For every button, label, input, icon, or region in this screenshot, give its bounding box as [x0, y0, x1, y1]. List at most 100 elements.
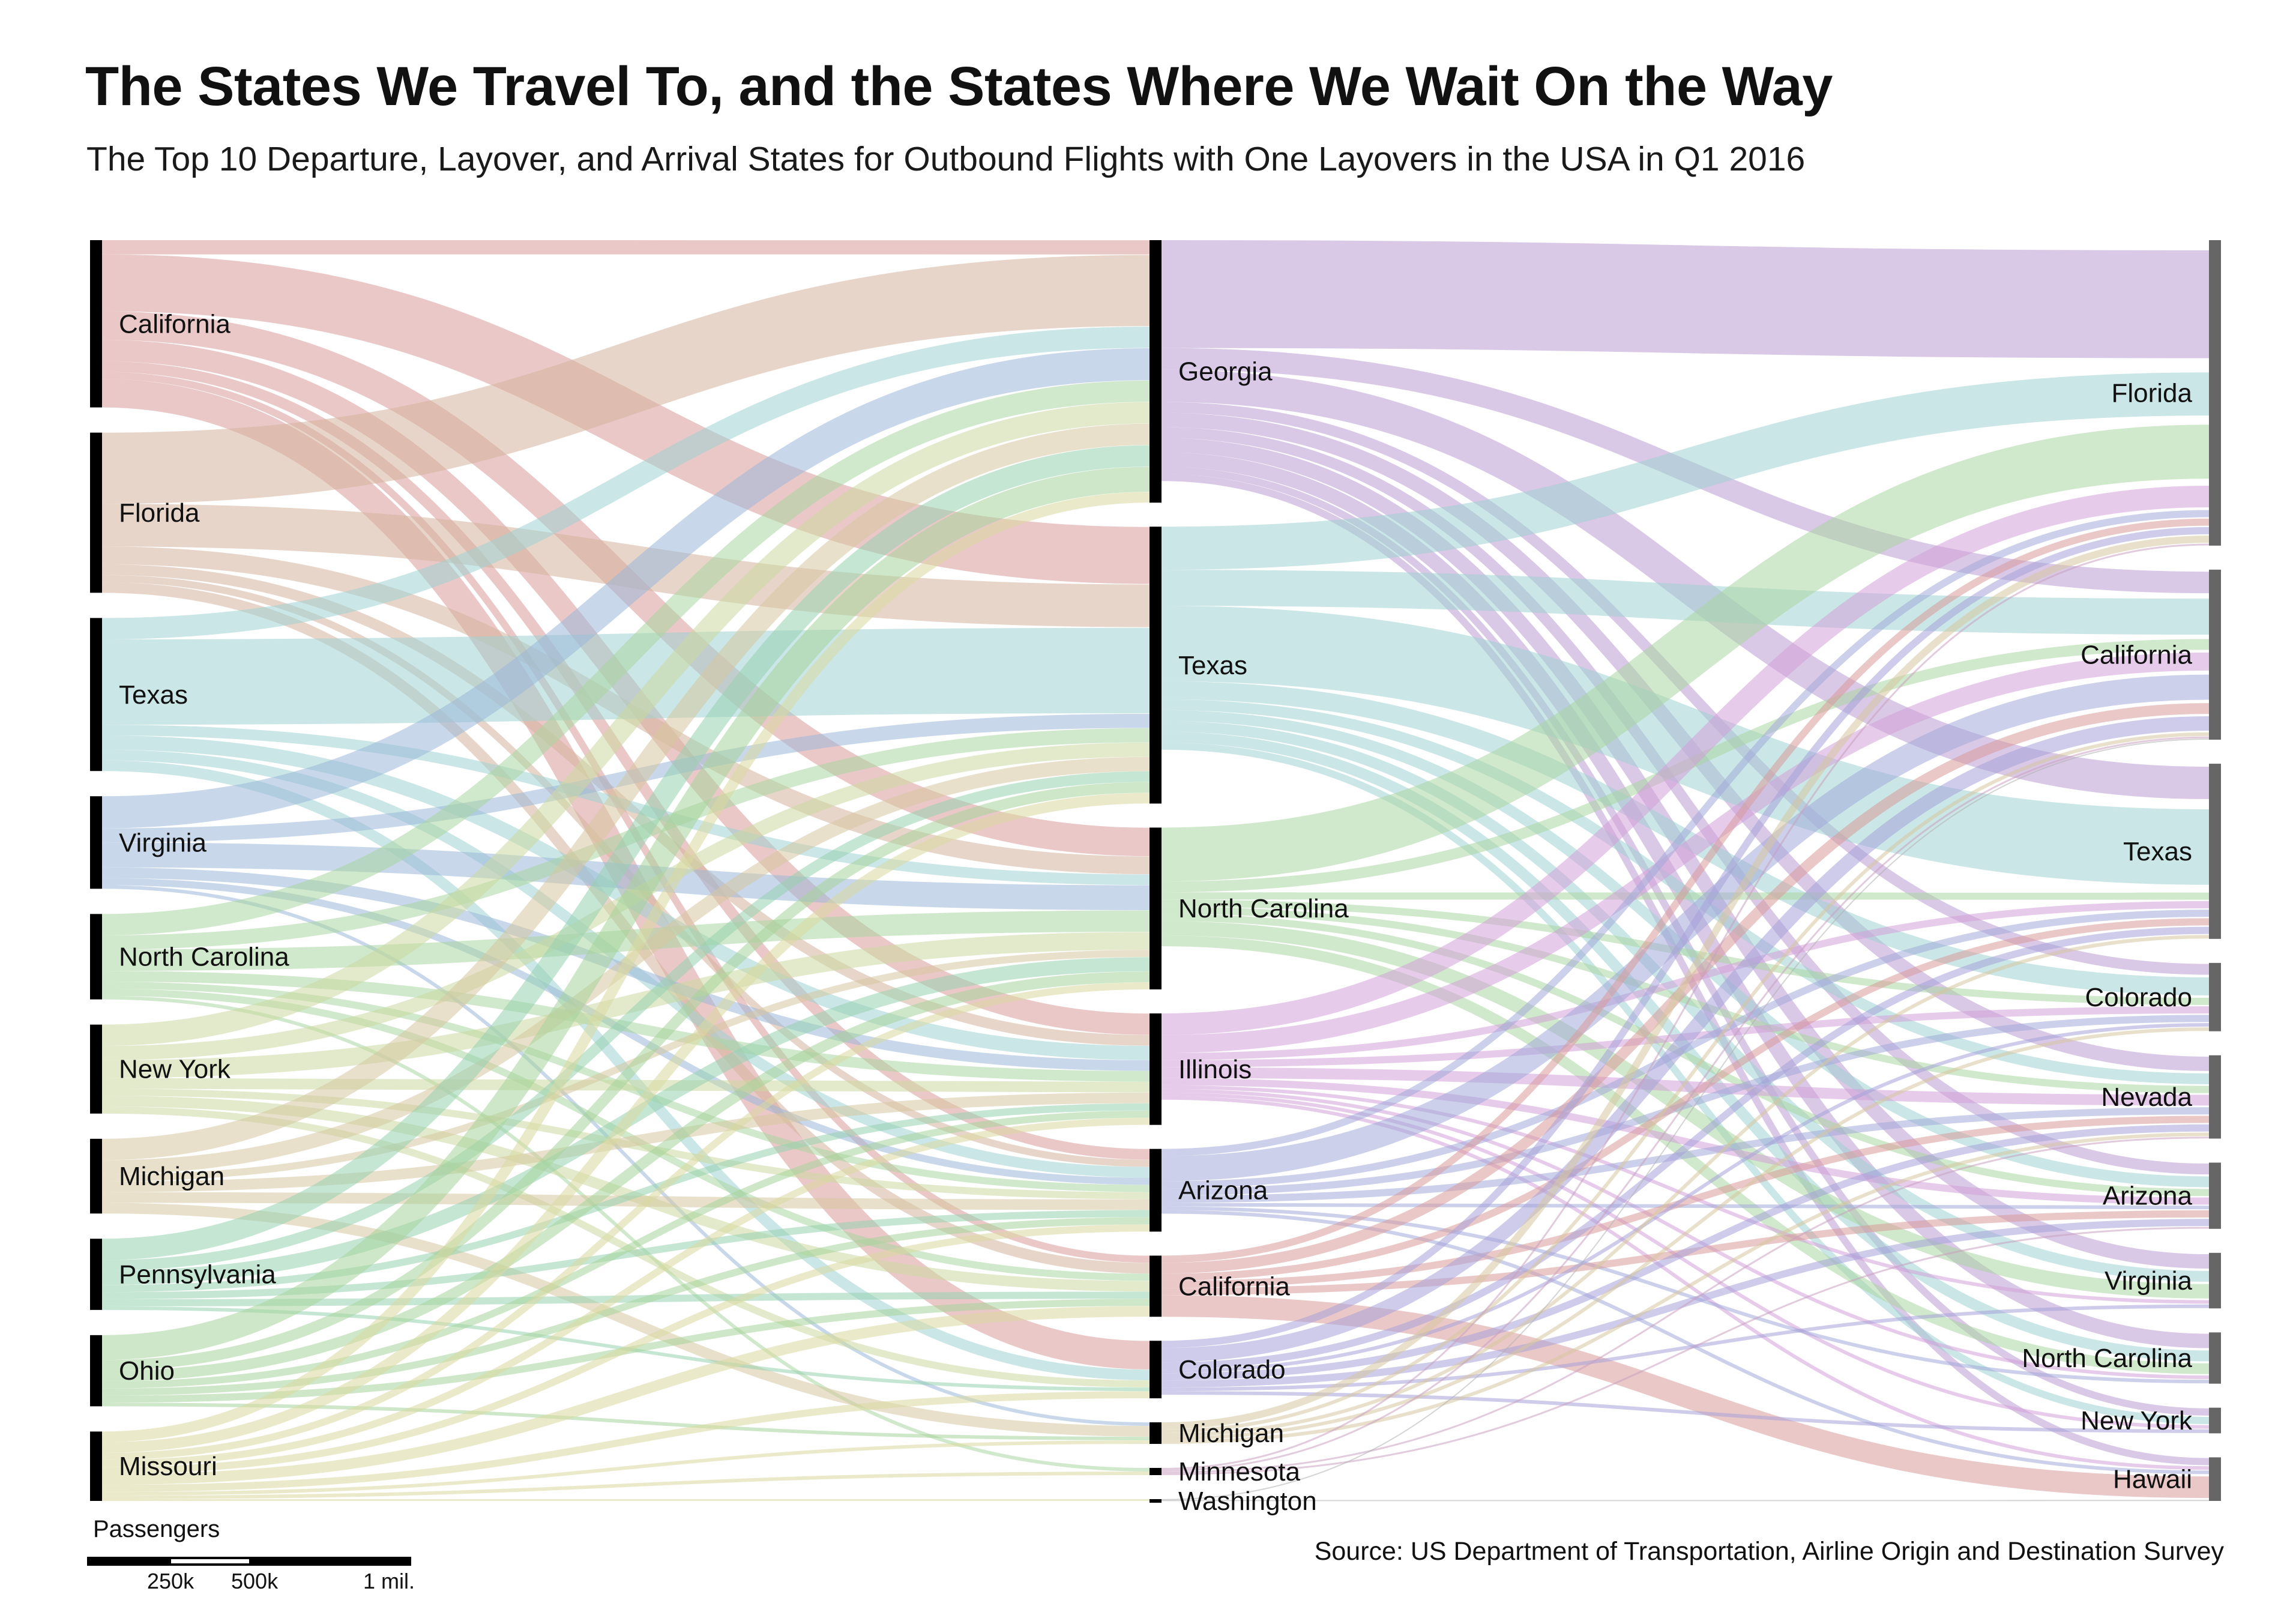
- flow-out-link-california-to-nevada: [1161, 1115, 2210, 1288]
- flow-out-link-michigan-to-california: [1161, 732, 2210, 1434]
- flow-out-link-michigan-to-texas: [1161, 935, 2210, 1437]
- flow-link-missouri-to-texas: [101, 792, 1150, 1453]
- arrival-node-florida: [2209, 240, 2221, 546]
- flow-link-pennsylvania-to-illinois: [101, 1103, 1150, 1293]
- departure-label-pennsylvania: Pennsylvania: [119, 1260, 276, 1290]
- layover-node-north-carolina: [1150, 827, 1162, 989]
- flow-out-link-north-carolina-to-arizona: [1161, 914, 2210, 1197]
- layover-label-michigan: Michigan: [1178, 1419, 1284, 1448]
- departure-label-michigan: Michigan: [119, 1162, 224, 1191]
- flow-out-link-north-carolina-to-virginia: [1161, 921, 2210, 1299]
- layover-label-colorado: Colorado: [1178, 1355, 1286, 1384]
- flow-link-missouri-to-minnesota: [101, 1472, 1150, 1500]
- flow-out-link-texas-to-california: [1161, 570, 2210, 635]
- flow-out-link-illinois-to-virginia: [1161, 1085, 2210, 1304]
- flow-link-ohio-to-north-carolina: [101, 971, 1150, 1381]
- flow-link-north-carolina-to-california: [101, 988, 1150, 1281]
- layover-label-california: California: [1178, 1272, 1290, 1301]
- state-nodes: [90, 240, 2221, 1503]
- flow-out-link-georgia-to-arizona: [1161, 427, 2210, 1175]
- arrival-label-new-york: New York: [2081, 1406, 2193, 1435]
- layover-node-washington: [1150, 1499, 1162, 1503]
- chart-subtitle: The Top 10 Departure, Layover, and Arriv…: [86, 140, 1806, 178]
- layover-node-california: [1150, 1255, 1162, 1317]
- flow-link-north-carolina-to-north-carolina: [101, 910, 1150, 971]
- flow-link-michigan-to-michigan: [101, 1203, 1150, 1437]
- passenger-scale-legend: Passengers 250k 500k 1 mil.: [87, 1516, 447, 1600]
- flow-link-michigan-to-illinois: [101, 1092, 1150, 1192]
- layover-node-michigan: [1150, 1422, 1162, 1444]
- flow-out-link-colorado-to-virginia: [1161, 1304, 2210, 1392]
- departure-label-virginia: Virginia: [119, 828, 206, 857]
- departure-label-north-carolina: North Carolina: [119, 942, 289, 971]
- flow-out-link-georgia-to-florida: [1161, 240, 2210, 358]
- flow-link-virginia-to-georgia: [101, 348, 1150, 829]
- flow-link-missouri-to-arizona: [101, 1224, 1150, 1475]
- layover-to-arrival-links: [1161, 240, 2210, 1502]
- flow-out-link-minnesota-to-florida: [1161, 543, 2210, 1470]
- arrival-label-nevada: Nevada: [2101, 1082, 2192, 1112]
- flow-link-texas-to-georgia: [101, 326, 1150, 639]
- departure-node-florida: [90, 432, 102, 593]
- arrival-label-hawaii: Hawaii: [2113, 1465, 2192, 1494]
- legend-scale-bar: [87, 1557, 411, 1566]
- flow-out-link-michigan-to-colorado: [1161, 1027, 2210, 1441]
- flow-out-link-colorado-to-florida: [1161, 527, 2210, 1348]
- flow-out-link-arizona-to-nevada: [1161, 1107, 2210, 1203]
- legend-tick-1mil: 1 mil.: [363, 1569, 415, 1593]
- flow-out-link-minnesota-to-arizona: [1161, 1227, 2210, 1476]
- arrival-node-arizona: [2209, 1162, 2221, 1229]
- flow-out-link-colorado-to-new-york: [1161, 1391, 2210, 1433]
- flow-link-texas-to-texas: [101, 627, 1150, 725]
- flow-link-ohio-to-illinois: [101, 1110, 1150, 1389]
- arrival-label-florida: Florida: [2112, 378, 2193, 408]
- state-labels: California Florida Texas Virginia North Caro…: [119, 309, 2193, 1516]
- arrival-label-virginia: Virginia: [2105, 1266, 2192, 1296]
- flow-out-link-arizona-to-florida: [1161, 510, 2210, 1156]
- departure-to-layover-links: [101, 240, 1150, 1502]
- layover-label-texas: Texas: [1178, 651, 1247, 680]
- layover-label-arizona: Arizona: [1178, 1176, 1268, 1206]
- flow-out-link-arizona-to-california: [1161, 674, 2210, 1182]
- flow-out-link-illinois-to-nevada: [1161, 1067, 2210, 1106]
- layover-node-colorado: [1150, 1341, 1162, 1399]
- legend-tick-500k: 500k: [231, 1569, 279, 1593]
- flow-out-link-north-carolina-to-colorado: [1161, 899, 2210, 1005]
- flow-link-michigan-to-georgia: [101, 423, 1150, 1161]
- flow-link-north-carolina-to-georgia: [101, 380, 1150, 935]
- chart-title: The States We Travel To, and the States …: [85, 56, 1833, 117]
- departure-node-north-carolina: [90, 914, 102, 1000]
- departure-node-ohio: [90, 1335, 102, 1407]
- flow-out-link-colorado-to-texas: [1161, 926, 2210, 1370]
- flow-out-link-texas-to-florida: [1161, 372, 2210, 570]
- departure-label-missouri: Missouri: [119, 1452, 217, 1481]
- flow-link-new-york-to-georgia: [101, 402, 1150, 1046]
- flow-out-link-colorado-to-california: [1161, 716, 2210, 1363]
- layover-label-georgia: Georgia: [1178, 357, 1273, 387]
- flow-out-link-minnesota-to-california: [1161, 736, 2210, 1472]
- flow-out-link-illinois-to-arizona: [1161, 1078, 2210, 1205]
- arrival-node-california: [2209, 569, 2221, 740]
- flow-link-michigan-to-north-carolina: [101, 950, 1150, 1182]
- flow-link-missouri-to-georgia: [101, 492, 1150, 1443]
- flow-link-missouri-to-michigan: [101, 1440, 1150, 1496]
- flow-out-link-arizona-to-north-carolina: [1161, 1206, 2210, 1384]
- departure-node-missouri: [90, 1431, 102, 1501]
- flow-link-virginia-to-michigan: [101, 885, 1150, 1426]
- flow-link-pennsylvania-to-texas: [101, 771, 1150, 1271]
- layover-label-north-carolina: North Carolina: [1178, 894, 1349, 923]
- flow-out-link-washington-to-california: [1161, 738, 2210, 1500]
- arrival-node-texas: [2209, 764, 2221, 939]
- flow-link-ohio-to-georgia: [101, 466, 1150, 1360]
- arrival-node-hawaii: [2209, 1457, 2221, 1501]
- layover-label-minnesota: Minnesota: [1178, 1457, 1301, 1487]
- layover-label-illinois: Illinois: [1178, 1055, 1252, 1084]
- flow-out-link-illinois-to-hawaii: [1161, 1096, 2210, 1470]
- arrival-label-colorado: Colorado: [2085, 983, 2192, 1012]
- source-note: Source: US Department of Transportation,…: [1314, 1537, 2224, 1566]
- flow-out-link-illinois-to-california: [1161, 652, 2210, 1053]
- arrival-label-california: California: [2081, 640, 2192, 669]
- flow-link-ohio-to-texas: [101, 782, 1150, 1371]
- departure-label-ohio: Ohio: [119, 1356, 175, 1386]
